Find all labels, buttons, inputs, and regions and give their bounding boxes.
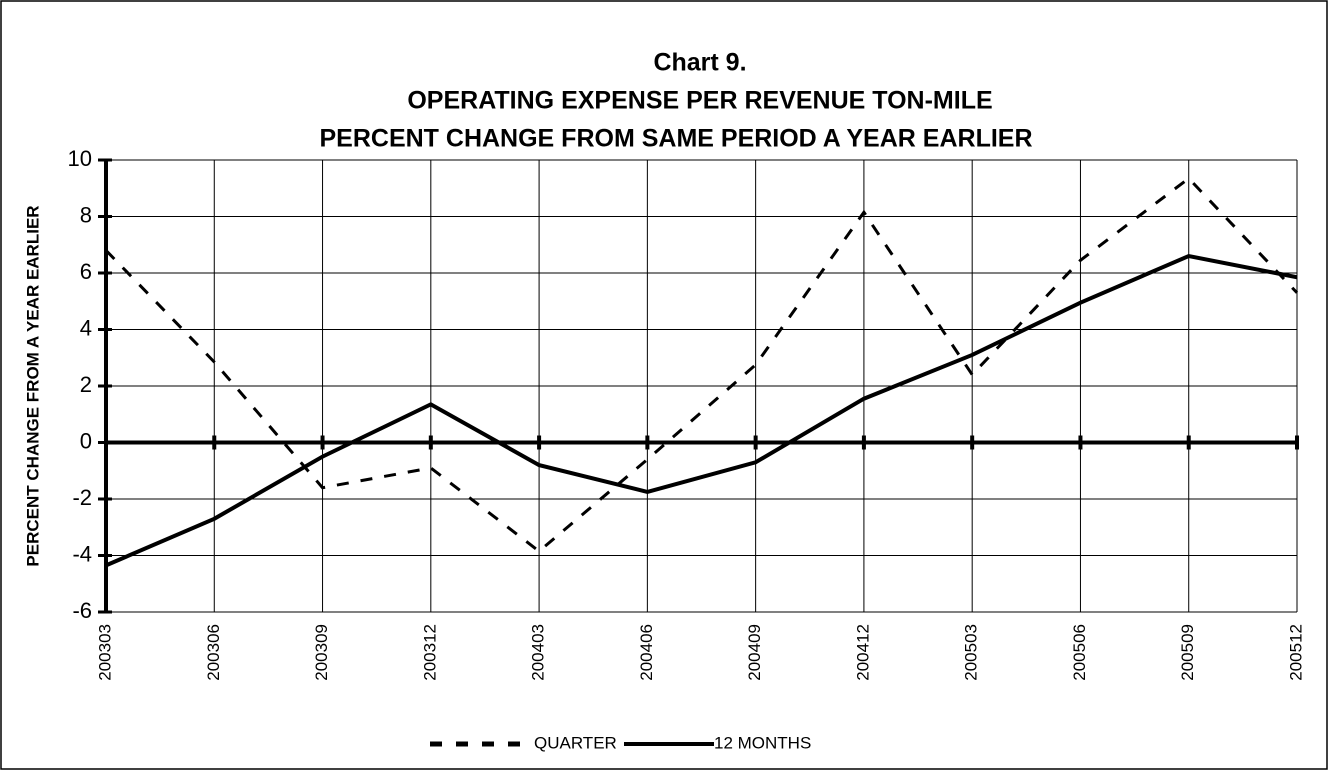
x-tick-label: 200503: [962, 624, 981, 681]
y-tick-label: 0: [80, 428, 92, 453]
chart-title: OPERATING EXPENSE PER REVENUE TON-MILE: [407, 87, 992, 115]
y-tick-label: -4: [72, 541, 92, 566]
y-tick-label: -2: [72, 485, 92, 510]
x-tick-label: 200403: [529, 624, 548, 681]
x-tick-label: 200506: [1070, 624, 1089, 681]
x-tick-label: 200306: [204, 624, 223, 681]
x-tick-label: 200303: [95, 624, 114, 681]
y-axis-label: PERCENT CHANGE FROM A YEAR EARLIER: [23, 205, 42, 566]
legend-label: QUARTER: [534, 733, 617, 752]
x-tick-label: 200512: [1286, 624, 1305, 681]
x-tick-label: 200409: [745, 624, 764, 681]
chart-title: PERCENT CHANGE FROM SAME PERIOD A YEAR E…: [319, 125, 1032, 153]
y-tick-label: 2: [80, 372, 92, 397]
y-tick-label: 4: [80, 315, 92, 340]
y-tick-label: 6: [80, 259, 92, 284]
x-tick-label: 200509: [1178, 624, 1197, 681]
y-tick-label: 10: [68, 146, 92, 171]
legend-label: 12 MONTHS: [714, 733, 811, 752]
y-tick-label: -6: [72, 598, 92, 623]
y-tick-label: 8: [80, 202, 92, 227]
x-tick-label: 200412: [853, 624, 872, 681]
x-tick-label: 200406: [637, 624, 656, 681]
x-tick-label: 200309: [312, 624, 331, 681]
series-line: [105, 253, 1298, 568]
chart-title: Chart 9.: [653, 49, 746, 77]
x-tick-label: 200312: [420, 624, 439, 681]
